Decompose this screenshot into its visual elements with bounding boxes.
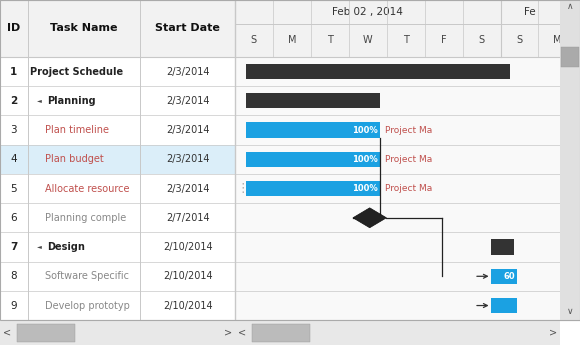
Bar xyxy=(491,298,517,313)
Text: M: M xyxy=(288,36,296,46)
Text: <: < xyxy=(3,328,11,337)
Text: 2/10/2014: 2/10/2014 xyxy=(163,242,212,252)
Bar xyxy=(235,320,560,345)
Text: 2/10/2014: 2/10/2014 xyxy=(163,271,212,281)
Text: Software Specific: Software Specific xyxy=(45,271,129,281)
Text: Start Date: Start Date xyxy=(155,23,220,33)
Text: M: M xyxy=(553,36,561,46)
Text: 2/7/2014: 2/7/2014 xyxy=(166,213,209,223)
Text: ◄: ◄ xyxy=(37,245,42,249)
Text: Project Ma: Project Ma xyxy=(385,155,432,164)
Text: ID: ID xyxy=(8,23,20,33)
Text: T: T xyxy=(403,36,408,46)
Text: Task Name: Task Name xyxy=(50,23,118,33)
Text: Design: Design xyxy=(47,242,85,252)
Text: Planning comple: Planning comple xyxy=(45,213,126,223)
Text: 5: 5 xyxy=(10,184,17,194)
Text: W: W xyxy=(363,36,372,46)
Text: Project Ma: Project Ma xyxy=(385,184,432,193)
Text: 2/3/2014: 2/3/2014 xyxy=(166,184,209,194)
Text: Plan timeline: Plan timeline xyxy=(45,125,109,135)
Bar xyxy=(560,0,580,320)
Bar xyxy=(560,0,580,320)
Bar xyxy=(0,0,235,320)
Text: ∧: ∧ xyxy=(567,2,573,11)
Bar xyxy=(17,324,75,342)
Bar xyxy=(491,269,517,284)
Bar xyxy=(561,47,579,67)
Text: <: < xyxy=(238,328,246,337)
Text: 2: 2 xyxy=(10,96,17,106)
Text: ⋮: ⋮ xyxy=(237,182,249,195)
Text: Allocate resource: Allocate resource xyxy=(45,184,130,194)
Text: >: > xyxy=(549,328,557,337)
Bar xyxy=(0,0,235,57)
Text: Plan budget: Plan budget xyxy=(45,154,104,164)
Text: 6: 6 xyxy=(10,213,17,223)
Text: 8: 8 xyxy=(10,271,17,281)
Bar xyxy=(252,324,310,342)
Bar xyxy=(246,122,380,138)
Text: 2/10/2014: 2/10/2014 xyxy=(163,300,212,310)
Text: T: T xyxy=(327,36,333,46)
Text: 4: 4 xyxy=(10,154,17,164)
Polygon shape xyxy=(353,208,386,228)
Text: Feb 02 , 2014: Feb 02 , 2014 xyxy=(332,7,403,17)
Text: S: S xyxy=(478,36,485,46)
Text: S: S xyxy=(516,36,523,46)
Text: S: S xyxy=(251,36,257,46)
Text: Project Ma: Project Ma xyxy=(385,126,432,135)
Text: 100%: 100% xyxy=(352,184,378,193)
Text: 1: 1 xyxy=(10,67,17,77)
Text: Develop prototyp: Develop prototyp xyxy=(45,300,130,310)
Text: 2/3/2014: 2/3/2014 xyxy=(166,96,209,106)
Text: ∨: ∨ xyxy=(567,307,573,316)
Bar xyxy=(491,239,514,255)
Text: 60: 60 xyxy=(503,272,515,281)
Text: 100%: 100% xyxy=(352,126,378,135)
Text: Planning: Planning xyxy=(47,96,96,106)
Bar xyxy=(246,181,380,196)
Text: >: > xyxy=(224,328,232,337)
Text: 3: 3 xyxy=(10,125,17,135)
Text: Project Schedule: Project Schedule xyxy=(30,67,124,77)
Bar xyxy=(246,64,510,79)
Text: 9: 9 xyxy=(10,300,17,310)
Bar xyxy=(235,0,560,57)
Text: 2/3/2014: 2/3/2014 xyxy=(166,67,209,77)
Bar xyxy=(246,93,380,108)
Bar xyxy=(246,152,380,167)
Bar xyxy=(235,0,560,320)
Text: Fe: Fe xyxy=(524,7,536,17)
Text: 7: 7 xyxy=(10,242,17,252)
Text: 2/3/2014: 2/3/2014 xyxy=(166,125,209,135)
Text: 100%: 100% xyxy=(352,155,378,164)
Bar xyxy=(0,145,235,174)
Text: F: F xyxy=(441,36,447,46)
Text: ◄: ◄ xyxy=(37,98,42,103)
Text: 2/3/2014: 2/3/2014 xyxy=(166,154,209,164)
Bar xyxy=(0,320,235,345)
